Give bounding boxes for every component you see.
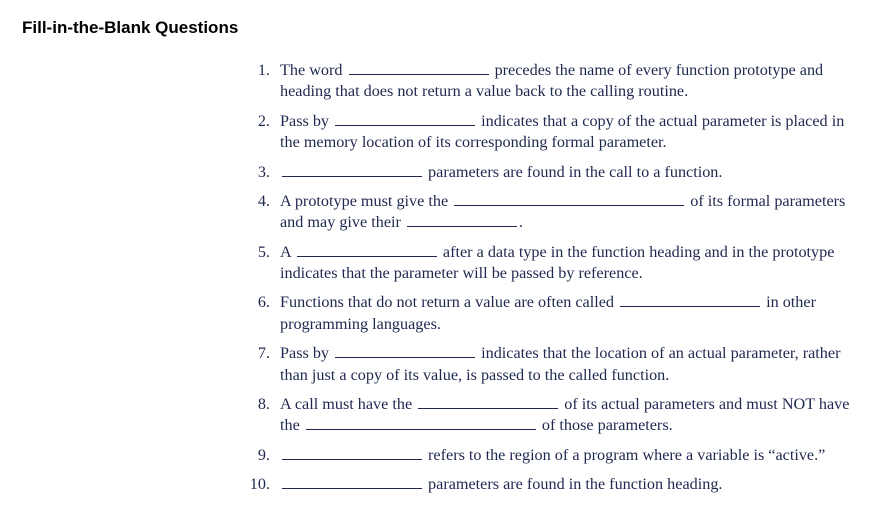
question-item: Pass by indicates that the location of a… bbox=[274, 343, 858, 386]
question-item: The word precedes the name of every func… bbox=[274, 60, 858, 103]
question-item: Pass by indicates that a copy of the act… bbox=[274, 111, 858, 154]
question-item: parameters are found in the function hea… bbox=[274, 474, 858, 495]
question-text: A prototype must give the bbox=[280, 192, 452, 210]
question-item: Functions that do not return a value are… bbox=[274, 292, 858, 335]
blank-field[interactable] bbox=[349, 60, 489, 75]
blank-field[interactable] bbox=[454, 191, 684, 206]
question-text: A call must have the bbox=[280, 395, 416, 413]
blank-field[interactable] bbox=[306, 415, 536, 430]
blank-field[interactable] bbox=[297, 242, 437, 257]
question-text: The word bbox=[280, 61, 347, 79]
blank-field[interactable] bbox=[282, 445, 422, 460]
question-list: The word precedes the name of every func… bbox=[22, 60, 858, 495]
blank-field[interactable] bbox=[335, 343, 475, 358]
question-text: A bbox=[280, 243, 295, 261]
question-item: refers to the region of a program where … bbox=[274, 445, 858, 466]
question-text: parameters are found in the function hea… bbox=[424, 475, 722, 493]
question-text: refers to the region of a program where … bbox=[424, 446, 825, 464]
blank-field[interactable] bbox=[335, 111, 475, 126]
question-text: of those parameters. bbox=[538, 416, 673, 434]
question-item: A after a data type in the function head… bbox=[274, 242, 858, 285]
section-title: Fill-in-the-Blank Questions bbox=[22, 18, 858, 38]
blank-field[interactable] bbox=[620, 293, 760, 308]
question-text: Pass by bbox=[280, 112, 333, 130]
question-item: A call must have the of its actual param… bbox=[274, 394, 858, 437]
blank-field[interactable] bbox=[407, 212, 517, 227]
question-text: Pass by bbox=[280, 344, 333, 362]
blank-field[interactable] bbox=[418, 394, 558, 409]
question-text: Functions that do not return a value are… bbox=[280, 293, 618, 311]
blank-field[interactable] bbox=[282, 474, 422, 489]
question-text: . bbox=[519, 213, 523, 231]
page: Fill-in-the-Blank Questions The word pre… bbox=[0, 0, 888, 523]
blank-field[interactable] bbox=[282, 162, 422, 177]
question-item: A prototype must give the of its formal … bbox=[274, 191, 858, 234]
question-text: parameters are found in the call to a fu… bbox=[424, 163, 722, 181]
question-item: parameters are found in the call to a fu… bbox=[274, 162, 858, 183]
